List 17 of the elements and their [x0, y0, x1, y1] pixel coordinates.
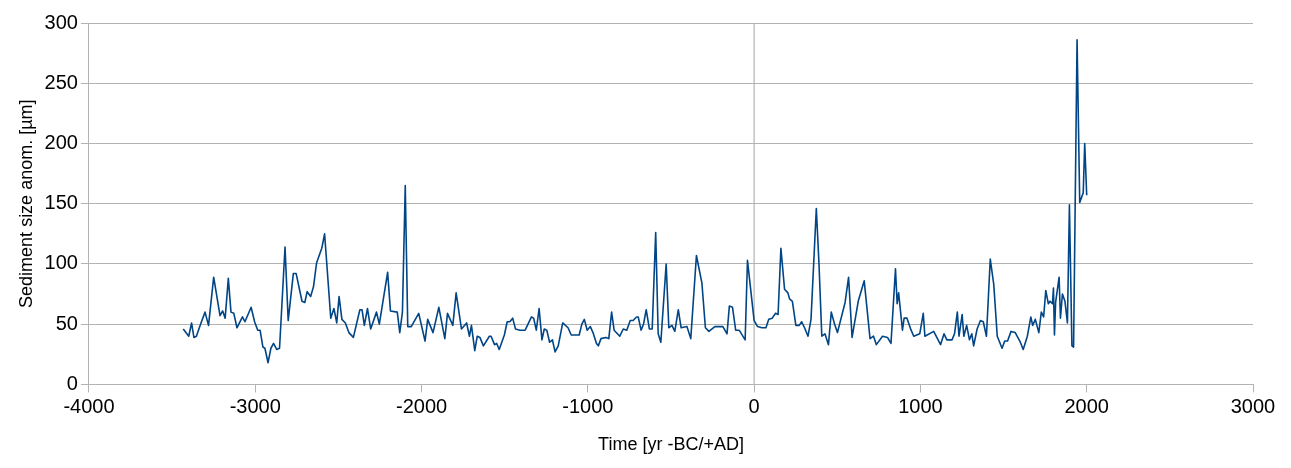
x-tick-label: 3000	[1230, 394, 1276, 417]
y-tick-label: 100	[44, 251, 78, 274]
x-axis-title: Time [yr -BC/+AD]	[598, 434, 744, 455]
y-tick-label: 250	[44, 70, 78, 93]
y-tick-label: 200	[44, 130, 78, 153]
y-tick-label: 50	[55, 311, 78, 334]
x-tick-label: 1000	[898, 394, 943, 417]
x-tick-label: 2000	[1064, 394, 1109, 417]
x-tick-label: -3000	[229, 394, 281, 417]
y-tick-label: 0	[66, 371, 78, 394]
y-tick-label: 150	[44, 191, 78, 214]
x-tick-label: 0	[748, 394, 760, 417]
y-axis-title: Sediment size anom. [µm]	[15, 99, 36, 308]
x-tick-label: -1000	[562, 394, 614, 417]
x-tick-label: -2000	[395, 394, 448, 417]
y-tick-label: 300	[44, 10, 78, 33]
x-tick-label: -4000	[63, 394, 115, 417]
